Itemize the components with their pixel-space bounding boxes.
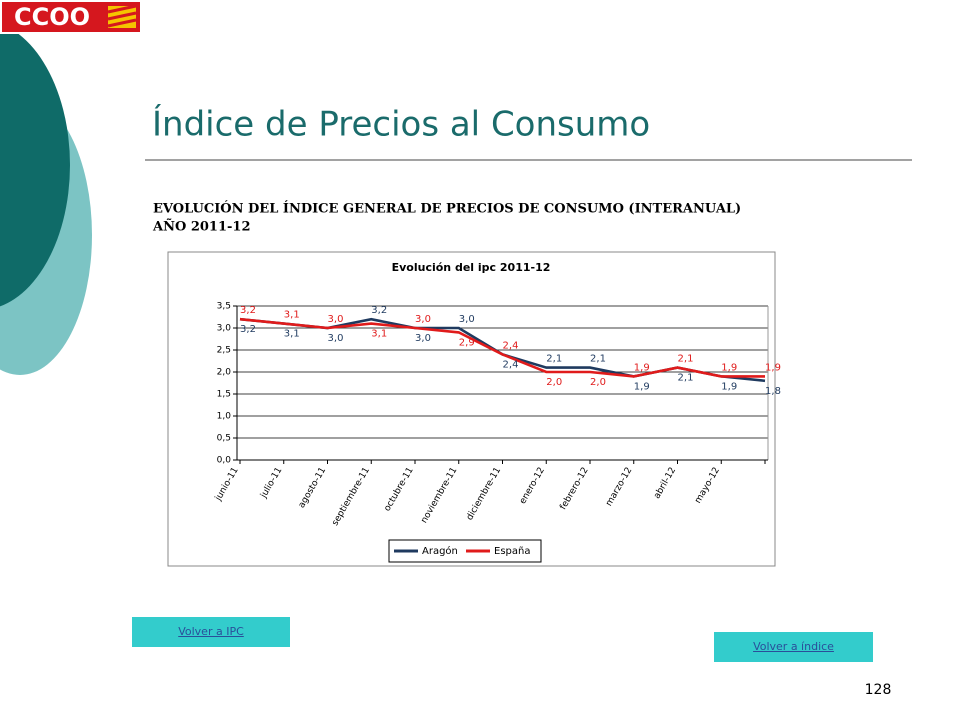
data-label: 3,0 bbox=[328, 314, 344, 325]
legend-label: España bbox=[494, 546, 530, 557]
decor-shape bbox=[0, 23, 70, 307]
data-label: 2,0 bbox=[590, 377, 606, 388]
y-tick-label: 0,0 bbox=[217, 456, 232, 466]
data-label: 2,1 bbox=[678, 354, 694, 365]
legend-box bbox=[388, 539, 542, 563]
data-label: 1,9 bbox=[721, 362, 737, 373]
data-label: 3,2 bbox=[371, 305, 387, 316]
page-number: 128 bbox=[865, 682, 892, 698]
data-label: 3,1 bbox=[284, 329, 300, 340]
data-label: 3,1 bbox=[371, 329, 387, 340]
y-tick-label: 1,5 bbox=[217, 390, 231, 400]
data-label: 1,9 bbox=[721, 381, 737, 392]
y-tick-label: 0,5 bbox=[217, 434, 231, 444]
series-line bbox=[239, 317, 765, 378]
data-label: 3,0 bbox=[459, 314, 475, 325]
data-label: 3,2 bbox=[240, 324, 256, 335]
y-tick-label: 1,0 bbox=[217, 412, 232, 422]
data-label: 1,8 bbox=[765, 386, 781, 397]
logo-flag bbox=[107, 4, 137, 28]
data-label: 2,0 bbox=[546, 377, 562, 388]
chart-title: Evolución del ipc 2011-12 bbox=[392, 261, 551, 274]
data-label: 2,1 bbox=[678, 373, 694, 384]
subtitle: EVOLUCIÓN DEL ÍNDICE GENERAL DE PRECIOS … bbox=[153, 200, 741, 217]
y-tick-label: 3,0 bbox=[217, 324, 232, 334]
data-label: 3,1 bbox=[284, 310, 300, 321]
y-tick-label: 3,5 bbox=[217, 302, 231, 312]
logo-text: CCOO bbox=[14, 3, 90, 31]
plot-area bbox=[237, 306, 768, 460]
data-label: 2,1 bbox=[546, 354, 562, 365]
y-tick-label: 2,0 bbox=[217, 368, 232, 378]
subtitle: AÑO 2011-12 bbox=[152, 219, 251, 235]
data-label: 2,4 bbox=[503, 340, 519, 351]
data-label: 3,2 bbox=[240, 305, 256, 316]
data-label: 1,9 bbox=[634, 362, 650, 373]
back-ipc-button[interactable]: Volver a IPC bbox=[132, 617, 290, 647]
data-label: 3,0 bbox=[415, 333, 431, 344]
data-label: 2,9 bbox=[459, 337, 475, 348]
data-label: 3,0 bbox=[415, 314, 431, 325]
data-label: 2,1 bbox=[590, 354, 606, 365]
slide-title: Índice de Precios al Consumo bbox=[152, 104, 650, 145]
back-index-button[interactable]: Volver a índice bbox=[714, 632, 873, 662]
data-label: 1,9 bbox=[634, 381, 650, 392]
data-label: 1,9 bbox=[765, 362, 781, 373]
data-label: 3,0 bbox=[328, 333, 344, 344]
legend-label: Aragón bbox=[422, 545, 458, 557]
data-label: 2,4 bbox=[503, 359, 519, 370]
y-tick-label: 2,5 bbox=[217, 346, 231, 356]
